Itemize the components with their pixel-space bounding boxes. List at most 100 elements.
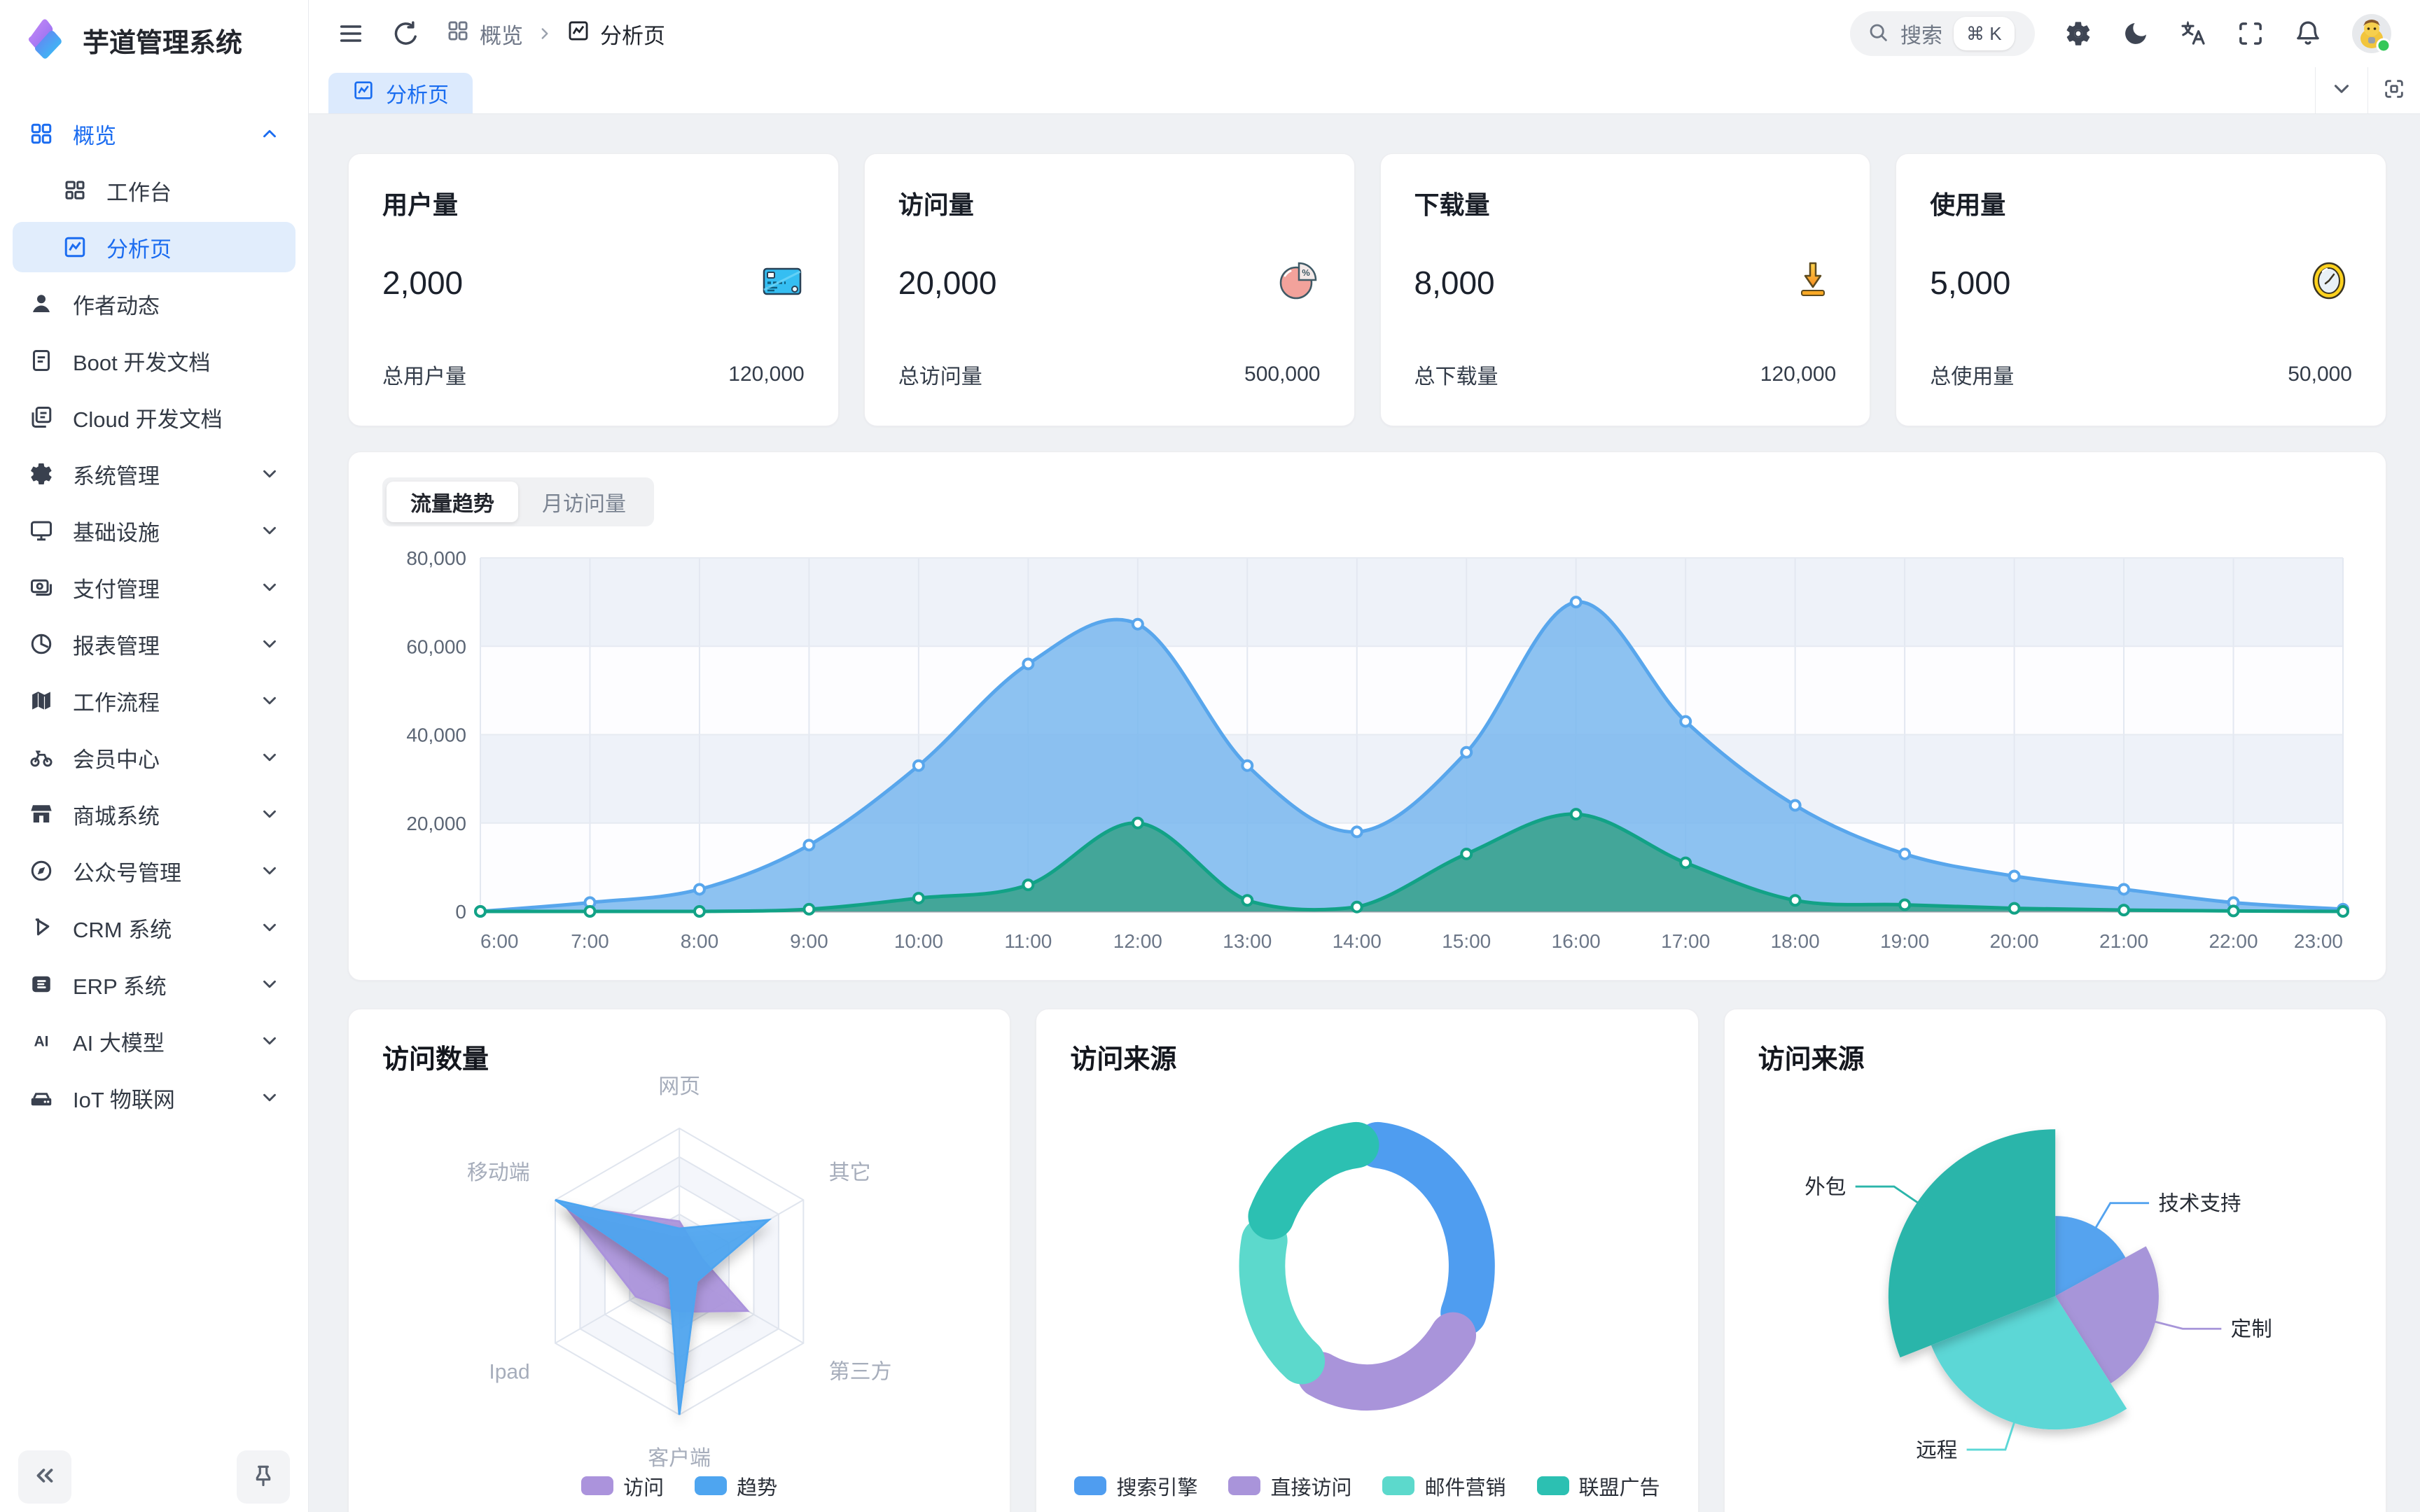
sidebar-item-erp[interactable]: ERP 系统 bbox=[13, 959, 295, 1009]
sidebar-item-analysis[interactable]: 分析页 bbox=[13, 222, 295, 272]
fullscreen-icon[interactable] bbox=[2237, 20, 2265, 48]
shop-icon bbox=[28, 801, 55, 827]
content-fullscreen-button[interactable] bbox=[2367, 67, 2420, 113]
tab-analysis[interactable]: 分析页 bbox=[328, 73, 473, 113]
legend-item[interactable]: 直接访问 bbox=[1228, 1471, 1351, 1501]
sidebar-item-member[interactable]: 会员中心 bbox=[13, 732, 295, 783]
svg-text:10:00: 10:00 bbox=[894, 930, 943, 952]
chevron-down-icon bbox=[259, 1087, 280, 1108]
logo-row[interactable]: 芋道管理系统 bbox=[0, 0, 308, 72]
chevron-up-icon bbox=[259, 123, 280, 144]
sidebar-item-iot[interactable]: IoT 物联网 bbox=[13, 1072, 295, 1123]
sidebar-item-label: Cloud 开发文档 bbox=[73, 407, 223, 432]
svg-text:60,000: 60,000 bbox=[406, 636, 466, 657]
chevron-down-icon bbox=[259, 804, 280, 825]
stat-card-users: 用户量 2,000 总用户量 120,000 bbox=[348, 153, 839, 426]
svg-text:客户端: 客户端 bbox=[648, 1447, 711, 1467]
sidebar-item-crm[interactable]: CRM 系统 bbox=[13, 902, 295, 953]
legend-label: 联盟广告 bbox=[1578, 1476, 1660, 1499]
svg-text:20:00: 20:00 bbox=[1990, 930, 2039, 952]
stat-title: 使用量 bbox=[1930, 190, 2006, 219]
stat-card-usage: 使用量 5,000 总使用量 50,000 bbox=[1896, 153, 2386, 426]
svg-text:13:00: 13:00 bbox=[1223, 930, 1272, 952]
search-shortcut-badge: ⌘ K bbox=[1954, 17, 2015, 50]
svg-text:7:00: 7:00 bbox=[571, 930, 609, 952]
stat-row: 用户量 2,000 总用户量 120,000 访问量 2 bbox=[348, 153, 2386, 426]
chart-icon bbox=[62, 234, 88, 260]
docs-icon bbox=[28, 404, 55, 430]
collapse-sidebar-button[interactable] bbox=[18, 1450, 71, 1504]
sidebar-item-label: Boot 开发文档 bbox=[73, 350, 211, 375]
stat-title: 下载量 bbox=[1414, 190, 1490, 219]
credit-card-icon bbox=[758, 258, 805, 307]
svg-text:80,000: 80,000 bbox=[406, 547, 466, 569]
chevron-down-icon bbox=[259, 634, 280, 654]
sidebar-item-label: 工作台 bbox=[106, 180, 172, 205]
stat-card-visits: 访问量 20,000 % 总访问量 500,000 bbox=[863, 153, 1355, 426]
topbar: 概览 分析页 搜索 ⌘ K bbox=[309, 0, 2420, 67]
sidebar-item-report[interactable]: 报表管理 bbox=[13, 619, 295, 669]
tab-monthly-visits[interactable]: 月访问量 bbox=[542, 493, 626, 516]
svg-text:21:00: 21:00 bbox=[2099, 930, 2148, 952]
legend-label: 邮件营销 bbox=[1424, 1476, 1506, 1499]
breadcrumb-analysis[interactable]: 分析页 bbox=[566, 18, 665, 50]
user-avatar[interactable] bbox=[2351, 13, 2392, 54]
monitor-icon bbox=[28, 517, 55, 544]
tab-list-dropdown-button[interactable] bbox=[2315, 67, 2367, 113]
visit-source-donut-card: 访问来源 搜索引擎 直接访问 邮件营销 联盟广告 bbox=[1036, 1009, 1699, 1512]
language-translate-icon[interactable] bbox=[2179, 20, 2207, 48]
svg-text:远程: 远程 bbox=[1916, 1438, 1957, 1462]
pin-sidebar-button[interactable] bbox=[237, 1450, 290, 1504]
map-icon bbox=[28, 687, 55, 714]
hamburger-menu-icon[interactable] bbox=[337, 20, 365, 48]
tab-traffic-trend[interactable]: 流量趋势 bbox=[387, 482, 518, 522]
legend-item[interactable]: 搜索引擎 bbox=[1074, 1471, 1197, 1501]
svg-text:19:00: 19:00 bbox=[1880, 930, 1929, 952]
sidebar-item-workflow[interactable]: 工作流程 bbox=[13, 676, 295, 726]
radar-legend: 访问 趋势 bbox=[382, 1471, 976, 1501]
sidebar-item-mall[interactable]: 商城系统 bbox=[13, 789, 295, 839]
legend-item[interactable]: 趋势 bbox=[695, 1471, 777, 1501]
download-icon bbox=[1790, 258, 1836, 307]
sidebar-item-workbench[interactable]: 工作台 bbox=[13, 165, 295, 216]
settings-gear-icon[interactable] bbox=[2064, 20, 2092, 48]
svg-text:%: % bbox=[1302, 267, 1310, 278]
sidebar-item-label: 报表管理 bbox=[73, 634, 160, 659]
chevron-down-icon bbox=[259, 1030, 280, 1051]
legend-item[interactable]: 邮件营销 bbox=[1382, 1471, 1506, 1501]
svg-text:11:00: 11:00 bbox=[1004, 930, 1052, 952]
sidebar-item-infra[interactable]: 基础设施 bbox=[13, 505, 295, 556]
card-title: 访问来源 bbox=[1070, 1045, 1177, 1074]
stat-title: 用户量 bbox=[382, 190, 459, 219]
sidebar-item-overview[interactable]: 概览 bbox=[13, 108, 295, 159]
sidebar-item-payment[interactable]: 支付管理 bbox=[13, 562, 295, 612]
card-title: 访问数量 bbox=[382, 1045, 489, 1074]
legend-label: 搜索引擎 bbox=[1116, 1476, 1198, 1499]
dark-mode-moon-icon[interactable] bbox=[2122, 20, 2150, 48]
refresh-icon[interactable] bbox=[391, 20, 419, 48]
sidebar-item-mp[interactable]: 公众号管理 bbox=[13, 846, 295, 896]
legend-swatch bbox=[1228, 1476, 1261, 1496]
svg-text:15:00: 15:00 bbox=[1442, 930, 1491, 952]
traffic-trend-chart: 0 20,000 40,000 60,000 80,000 6:00 7:00 8:00 9:0… bbox=[406, 547, 2349, 952]
legend-swatch bbox=[581, 1476, 614, 1496]
chevron-down-icon bbox=[259, 520, 280, 541]
sidebar-item-system[interactable]: 系统管理 bbox=[13, 449, 295, 499]
sidebar-item-ai[interactable]: AI AI 大模型 bbox=[13, 1016, 295, 1066]
legend-item[interactable]: 联盟广告 bbox=[1536, 1471, 1660, 1501]
sidebar-item-cloud-doc[interactable]: Cloud 开发文档 bbox=[13, 392, 295, 442]
search-input[interactable]: 搜索 ⌘ K bbox=[1850, 11, 2035, 56]
pin-icon bbox=[250, 1462, 277, 1492]
compass-icon bbox=[28, 858, 55, 884]
sidebar-item-author-news[interactable]: 作者动态 bbox=[13, 279, 295, 329]
chevron-down-icon bbox=[259, 463, 280, 484]
legend-item[interactable]: 访问 bbox=[581, 1471, 664, 1501]
stat-value: 8,000 bbox=[1414, 264, 1495, 301]
svg-text:外包: 外包 bbox=[1804, 1176, 1846, 1199]
workbench-icon bbox=[62, 177, 88, 204]
breadcrumb-overview[interactable]: 概览 bbox=[446, 18, 523, 50]
notification-bell-icon[interactable] bbox=[2294, 20, 2322, 48]
app-logo-icon bbox=[21, 15, 67, 65]
sidebar-item-boot-doc[interactable]: Boot 开发文档 bbox=[13, 335, 295, 386]
